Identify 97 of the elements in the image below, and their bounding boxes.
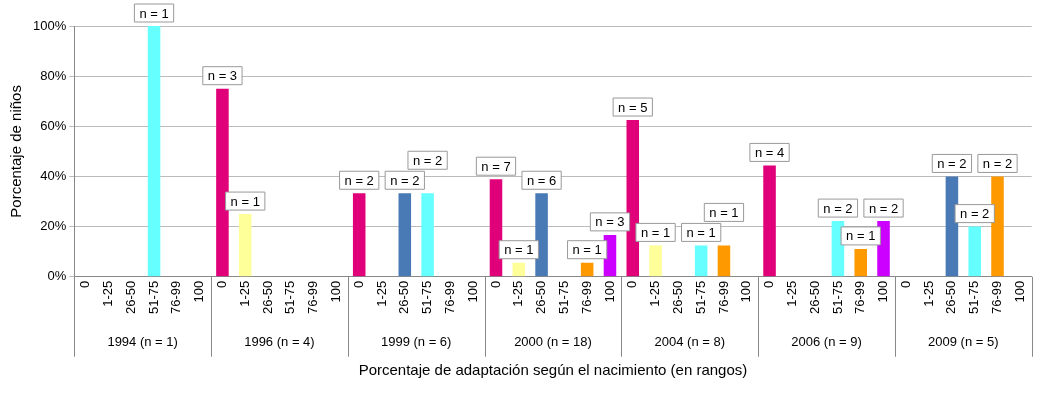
bar bbox=[535, 193, 548, 277]
bar bbox=[694, 245, 708, 277]
x-tick-label: 0 bbox=[624, 280, 640, 288]
x-tick-label: 0 bbox=[487, 280, 503, 288]
x-tick-label: 1-25 bbox=[647, 280, 663, 307]
bar bbox=[626, 120, 640, 277]
annotation: n = 2 bbox=[390, 172, 420, 188]
x-tick-label: 51-75 bbox=[692, 280, 708, 314]
annotation: n = 1 bbox=[504, 242, 534, 258]
x-tick-label: 51-75 bbox=[829, 280, 845, 314]
bar bbox=[717, 245, 731, 277]
annotation: n = 2 bbox=[960, 206, 990, 222]
x-tick-label: 100 bbox=[464, 280, 480, 303]
x-tick-label: 51-75 bbox=[419, 280, 435, 314]
bar bbox=[238, 214, 252, 277]
annotation: n = 2 bbox=[868, 200, 899, 216]
x-tick-label: 51-75 bbox=[145, 280, 161, 314]
x-tick-label: 0 bbox=[350, 280, 366, 288]
annotation: n = 1 bbox=[709, 204, 739, 220]
x-axis-title: Porcentaje de adaptación según el nacimiento (en rangos) bbox=[358, 360, 748, 378]
y-tick-label: 60% bbox=[40, 117, 67, 133]
x-tick-label: 1-25 bbox=[783, 280, 799, 307]
x-tick-label: 76-99 bbox=[715, 280, 731, 314]
x-tick-label: 51-75 bbox=[966, 280, 982, 314]
annotation: n = 3 bbox=[207, 68, 238, 84]
annotation: n = 5 bbox=[618, 99, 648, 115]
bar bbox=[398, 193, 412, 277]
text: 1996 (n = 4) bbox=[244, 334, 315, 350]
annotation: n = 1 bbox=[572, 242, 602, 258]
annotation: n = 1 bbox=[230, 193, 260, 209]
text: 2004 (n = 8) bbox=[654, 334, 725, 350]
annotation: n = 3 bbox=[595, 214, 625, 230]
x-tick-label: 26-50 bbox=[259, 280, 275, 314]
bar bbox=[512, 262, 526, 277]
x-tick-label: 51-75 bbox=[555, 280, 571, 314]
bar bbox=[421, 193, 434, 277]
x-tick-label: 76-99 bbox=[305, 280, 321, 314]
annotation: n = 1 bbox=[846, 228, 876, 244]
x-tick-label: 26-50 bbox=[943, 280, 959, 314]
x-tick-label: 1-25 bbox=[920, 280, 936, 307]
text: 2006 (n = 9) bbox=[791, 334, 862, 350]
x-tick-label: 100 bbox=[601, 280, 617, 303]
x-tick-label: 26-50 bbox=[669, 280, 685, 314]
annotation: n = 2 bbox=[937, 156, 967, 172]
annotation: n = 2 bbox=[982, 156, 1013, 172]
y-tick-label: 20% bbox=[40, 218, 67, 234]
bar bbox=[763, 165, 776, 277]
x-tick-label: 26-50 bbox=[122, 280, 138, 314]
x-tick-label: 100 bbox=[738, 280, 754, 303]
x-tick-label: 0 bbox=[761, 280, 777, 288]
text: n = 1 bbox=[139, 5, 169, 21]
text: 2009 (n = 5) bbox=[928, 334, 999, 350]
text: 1999 (n = 6) bbox=[380, 334, 452, 350]
annotation: n = 1 bbox=[640, 224, 671, 240]
text: 1994 (n = 1) bbox=[107, 334, 178, 350]
x-tick-label: 76-99 bbox=[852, 280, 868, 314]
x-tick-label: 0 bbox=[897, 280, 913, 288]
x-tick-label: 100 bbox=[327, 280, 343, 303]
y-axis-title: Porcentaje de niños bbox=[7, 85, 25, 218]
bar bbox=[945, 176, 959, 277]
bar bbox=[649, 245, 662, 277]
annotation: n = 2 bbox=[344, 172, 374, 188]
x-tick-label: 76-99 bbox=[168, 280, 184, 314]
annotation: n = 2 bbox=[412, 152, 443, 168]
bar bbox=[352, 193, 366, 277]
y-tick-label: 100% bbox=[33, 17, 67, 33]
bar bbox=[968, 226, 981, 277]
annotation: n = 2 bbox=[823, 200, 853, 216]
x-tick-label: 26-50 bbox=[806, 280, 822, 314]
x-tick-label: 0 bbox=[77, 280, 93, 288]
text: 2000 (n = 18) bbox=[514, 334, 592, 350]
y-tick-label: 0% bbox=[47, 268, 67, 284]
x-tick-label: 100 bbox=[191, 280, 207, 303]
annotation: n = 7 bbox=[481, 158, 511, 174]
bar bbox=[580, 262, 594, 277]
x-tick-label: 51-75 bbox=[282, 280, 298, 314]
x-tick-label: 76-99 bbox=[989, 280, 1005, 314]
x-tick-label: 1-25 bbox=[510, 280, 526, 307]
x-tick-label: 76-99 bbox=[578, 280, 594, 314]
annotation: n = 1 bbox=[686, 224, 716, 240]
x-tick-label: 1-25 bbox=[373, 280, 389, 307]
bar bbox=[216, 88, 229, 277]
x-tick-label: 1-25 bbox=[236, 280, 252, 307]
x-tick-label: 26-50 bbox=[396, 280, 412, 314]
bar bbox=[147, 26, 161, 277]
annotation: n = 4 bbox=[754, 145, 785, 160]
bar bbox=[854, 248, 867, 277]
annotation: n = 6 bbox=[526, 172, 557, 188]
y-tick-label: 40% bbox=[40, 168, 67, 184]
y-tick-label: 80% bbox=[40, 67, 67, 83]
bar bbox=[991, 176, 1004, 277]
x-tick-label: 0 bbox=[214, 280, 229, 288]
x-tick-label: 100 bbox=[875, 280, 891, 303]
x-tick-label: 1-25 bbox=[100, 280, 116, 307]
x-tick-label: 76-99 bbox=[441, 280, 457, 314]
x-tick-label: 26-50 bbox=[533, 280, 549, 314]
x-tick-label: 100 bbox=[1011, 280, 1027, 303]
